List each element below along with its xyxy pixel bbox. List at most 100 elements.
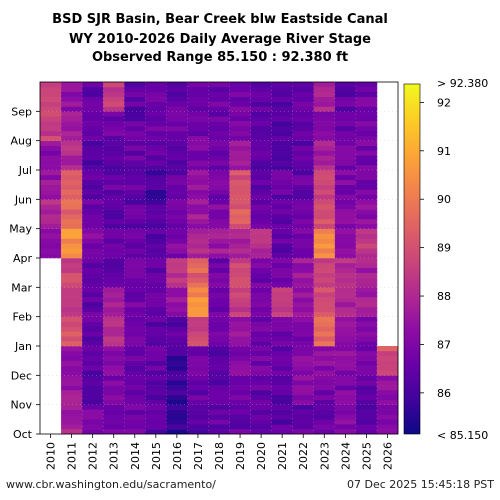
heatmap-cell bbox=[103, 375, 125, 381]
heatmap-cell bbox=[61, 165, 83, 171]
heatmap-cell bbox=[334, 101, 357, 107]
heatmap-cell bbox=[250, 101, 272, 107]
heatmap-cell bbox=[271, 346, 294, 352]
heatmap-cell bbox=[145, 350, 167, 357]
heatmap-cell bbox=[103, 218, 125, 225]
heatmap-cell bbox=[313, 209, 336, 215]
heatmap-cell bbox=[229, 91, 251, 97]
heatmap-cell bbox=[250, 214, 272, 220]
heatmap-cell bbox=[292, 287, 315, 293]
heatmap-cell bbox=[292, 370, 315, 376]
heatmap-cell bbox=[334, 218, 357, 225]
heatmap-cell bbox=[292, 404, 315, 410]
x-tick-label: 2016 bbox=[171, 442, 184, 470]
heatmap-cell bbox=[166, 155, 188, 161]
heatmap-cell bbox=[208, 130, 230, 137]
heatmap-cell bbox=[103, 209, 125, 215]
heatmap-cell bbox=[334, 414, 357, 420]
heatmap-cell bbox=[355, 199, 378, 205]
heatmap-cell bbox=[103, 223, 125, 229]
heatmap-cell bbox=[187, 316, 209, 322]
heatmap-cell bbox=[166, 390, 188, 396]
heatmap-cell bbox=[82, 204, 104, 210]
heatmap-cell bbox=[292, 223, 315, 229]
heatmap-cell bbox=[313, 394, 336, 401]
heatmap-cell bbox=[145, 394, 167, 401]
heatmap-cell bbox=[124, 360, 146, 366]
heatmap-cell bbox=[355, 204, 378, 210]
heatmap-cell bbox=[145, 355, 167, 361]
heatmap-cell bbox=[250, 238, 272, 244]
heatmap-cell bbox=[103, 82, 125, 88]
heatmap-cell bbox=[166, 267, 188, 273]
heatmap-cell bbox=[61, 82, 83, 88]
heatmap-cell bbox=[208, 267, 230, 273]
heatmap-cell bbox=[334, 121, 357, 127]
heatmap-cell bbox=[355, 306, 378, 313]
heatmap-cell bbox=[145, 106, 167, 112]
heatmap-cell bbox=[250, 209, 272, 215]
heatmap-cell bbox=[208, 272, 230, 278]
heatmap-cell bbox=[82, 96, 104, 102]
heatmap-cell bbox=[187, 399, 209, 405]
footer-source-url[interactable]: www.cbr.washington.edu/sacramento/ bbox=[6, 478, 216, 491]
heatmap-cell bbox=[166, 350, 188, 357]
heatmap-cell bbox=[145, 287, 167, 293]
heatmap-cell bbox=[250, 321, 272, 327]
x-tick-label: 2013 bbox=[108, 442, 121, 470]
heatmap-cell bbox=[187, 101, 209, 107]
heatmap-cell bbox=[313, 277, 336, 283]
heatmap-cell bbox=[145, 360, 167, 366]
heatmap-cell bbox=[313, 287, 336, 293]
heatmap-cell bbox=[334, 179, 357, 185]
heatmap-cell bbox=[208, 248, 230, 254]
heatmap-cell bbox=[229, 150, 251, 156]
heatmap-cell bbox=[208, 404, 230, 410]
heatmap-cell bbox=[229, 404, 251, 410]
heatmap-cell bbox=[313, 262, 336, 269]
heatmap-cell bbox=[250, 336, 272, 342]
heatmap-cell bbox=[208, 424, 230, 430]
heatmap-cell bbox=[103, 399, 125, 405]
heatmap-cell bbox=[103, 302, 125, 308]
chart-title-line-2: WY 2010-2026 Daily Average River Stage bbox=[69, 32, 371, 47]
heatmap-cell bbox=[355, 155, 378, 161]
heatmap-cell bbox=[355, 258, 378, 264]
heatmap-cell bbox=[187, 355, 209, 361]
heatmap-cell bbox=[103, 91, 125, 97]
heatmap-cell bbox=[250, 111, 272, 117]
heatmap-cell bbox=[61, 355, 83, 361]
heatmap-cell bbox=[271, 184, 294, 190]
heatmap-cell bbox=[355, 316, 378, 322]
heatmap-cell bbox=[208, 297, 230, 303]
heatmap-cell bbox=[292, 311, 315, 317]
heatmap-cell bbox=[250, 135, 272, 141]
heatmap-cell bbox=[208, 394, 230, 401]
heatmap-cell bbox=[313, 365, 336, 371]
heatmap-cell bbox=[313, 267, 336, 273]
heatmap-cell bbox=[82, 390, 104, 396]
heatmap-cell bbox=[229, 179, 251, 185]
heatmap-cell bbox=[208, 155, 230, 161]
heatmap-cell bbox=[208, 106, 230, 112]
heatmap-cell bbox=[61, 116, 83, 122]
heatmap-cell bbox=[292, 409, 315, 415]
heatmap-cell bbox=[124, 331, 146, 337]
heatmap-cell bbox=[313, 321, 336, 327]
heatmap-cell bbox=[250, 282, 272, 288]
heatmap-cell bbox=[82, 297, 104, 303]
heatmap-cell bbox=[208, 189, 230, 195]
heatmap-cell bbox=[313, 218, 336, 225]
heatmap-cell bbox=[61, 184, 83, 190]
heatmap-cell bbox=[145, 341, 167, 347]
heatmap-cell bbox=[103, 121, 125, 127]
heatmap-cell bbox=[82, 385, 104, 391]
heatmap-cell bbox=[82, 326, 104, 332]
heatmap-cell bbox=[82, 287, 104, 293]
heatmap-cell bbox=[166, 424, 188, 430]
heatmap-cell bbox=[103, 184, 125, 190]
heatmap-cell bbox=[103, 228, 125, 234]
heatmap-cell bbox=[208, 306, 230, 313]
heatmap-cell bbox=[229, 424, 251, 430]
heatmap-cell bbox=[82, 248, 104, 254]
